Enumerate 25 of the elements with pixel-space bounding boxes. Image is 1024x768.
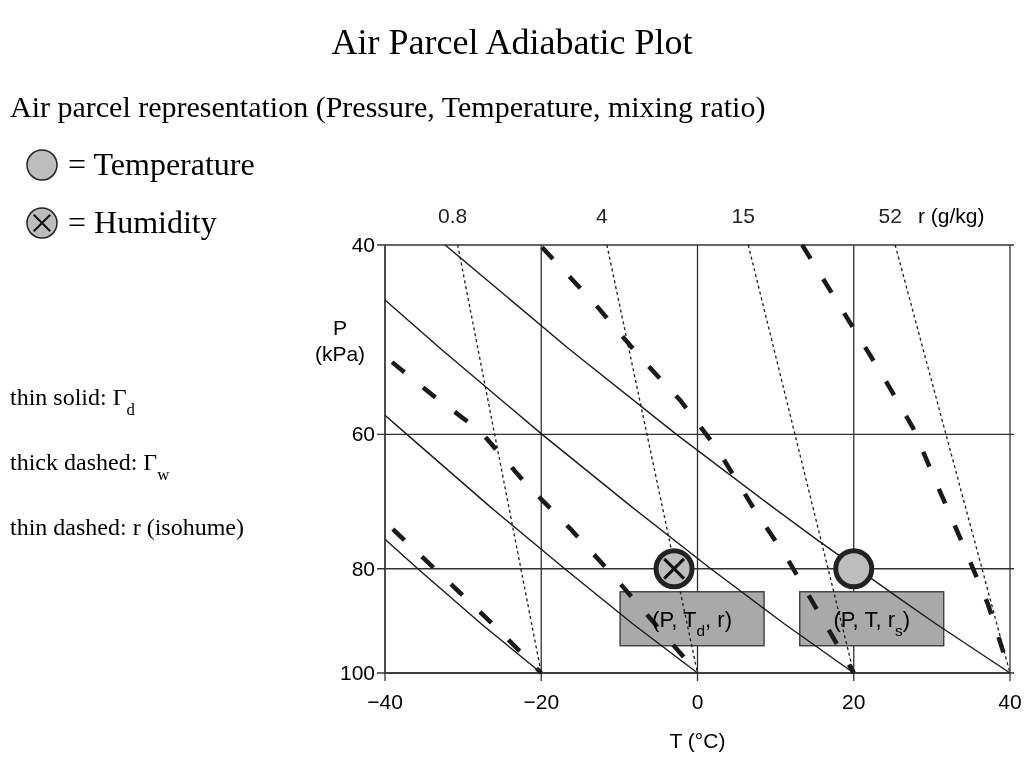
text: r (g/kg) <box>918 204 985 227</box>
y-axis-title: P (kPa) <box>314 316 366 365</box>
y-tick-label: 80 <box>351 556 375 580</box>
series-label: 4 <box>596 204 609 227</box>
x-tick-label: 20 <box>842 690 866 713</box>
chart-title: Air Parcel Adiabatic Plot <box>331 22 693 62</box>
series-label: 52 <box>878 204 902 227</box>
x-tick-label: 40 <box>998 690 1022 713</box>
annotation: (P, T$_{d}$, r) <box>652 606 733 639</box>
chart-subtitle: Air parcel representation (Pressure, Temperature, mixing ratio) <box>10 90 766 124</box>
x-tick-label: −40 <box>367 690 403 713</box>
legend-label: = Humidity <box>68 204 217 240</box>
series-label: 15 <box>731 204 755 227</box>
y-tick-label: 60 <box>351 422 375 446</box>
text: thin dashed: r (isohume) <box>10 514 244 540</box>
x-tick-label: 0 <box>691 690 704 713</box>
series-label: 0.8 <box>438 204 468 227</box>
y-tick-label: 100 <box>339 661 375 684</box>
x-tick-label: −20 <box>523 690 560 713</box>
annotation: (P, T, r$_{s}$) <box>833 606 911 639</box>
x-axis-title: T (°C) <box>669 729 726 752</box>
legend-label: = Temperature <box>68 146 255 182</box>
text: thick dashed: Γ$_{w}$ <box>10 449 171 484</box>
text: thin solid: Γ$_{d}$ <box>10 384 136 419</box>
y-tick-label: 40 <box>351 233 375 256</box>
